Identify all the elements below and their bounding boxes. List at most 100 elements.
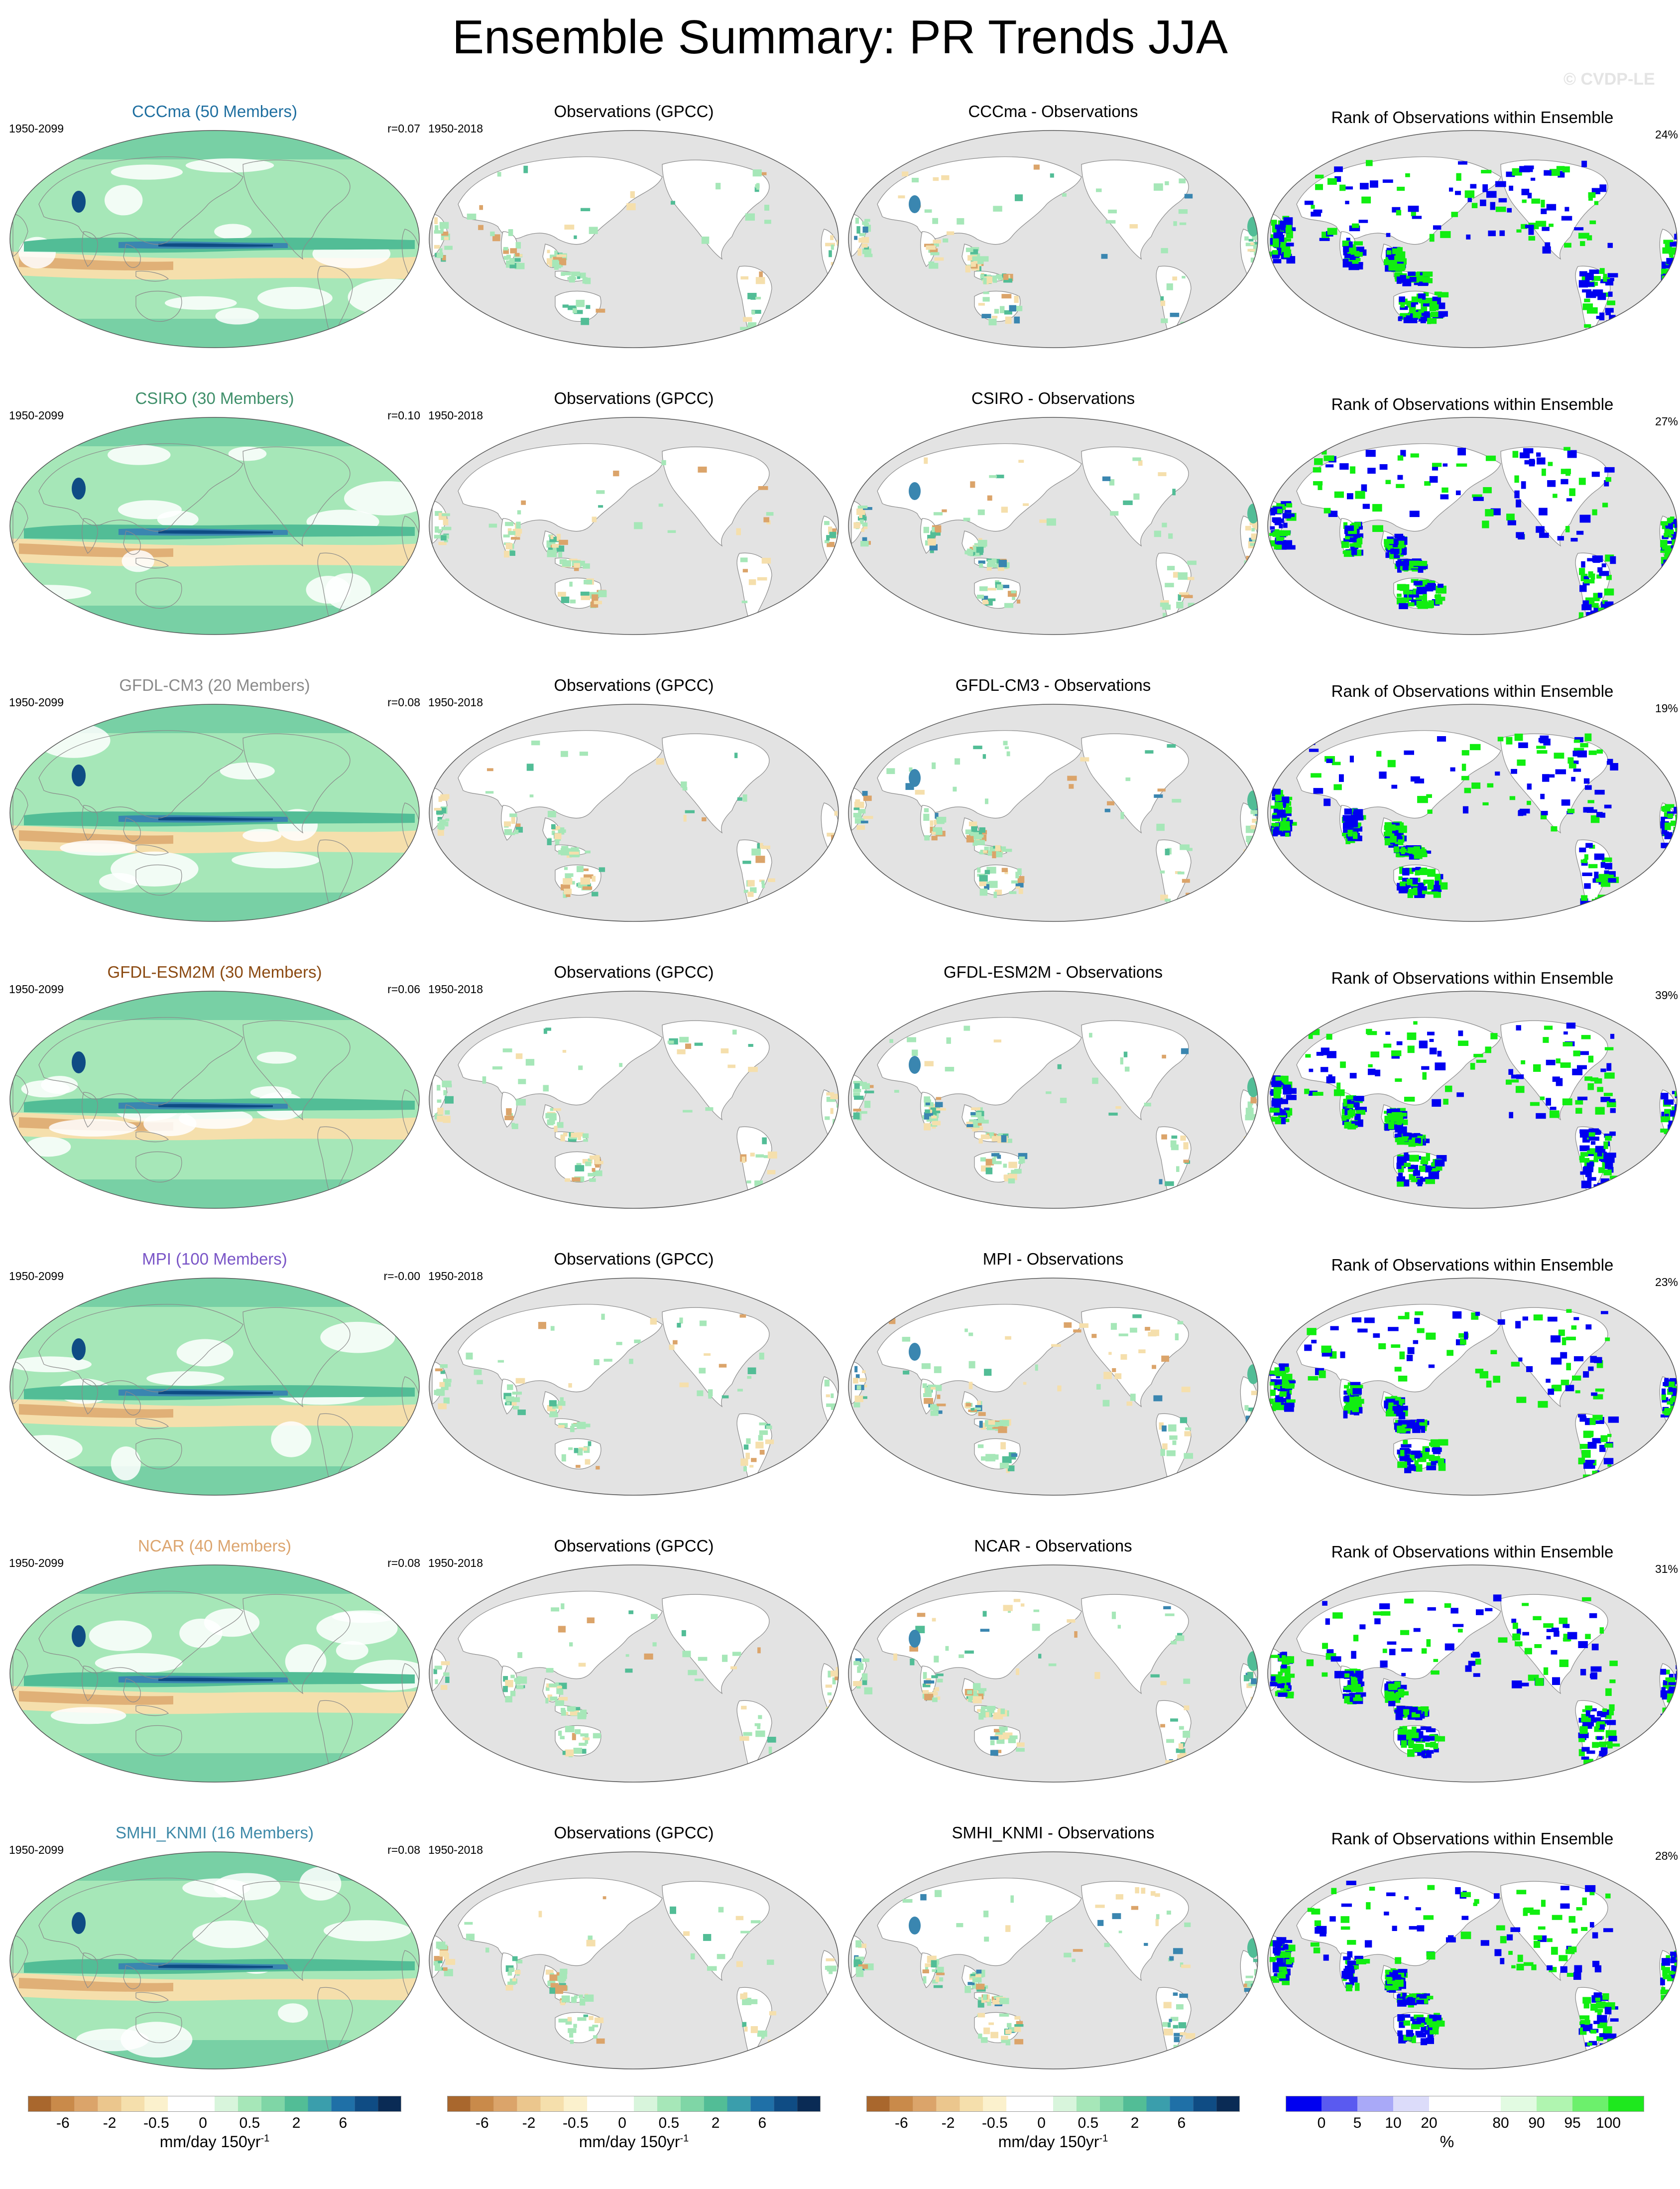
trend-cell <box>1255 1992 1258 1998</box>
rank-cell <box>1664 1432 1673 1437</box>
trend-cell <box>1009 305 1016 312</box>
rank-cell <box>1285 1118 1290 1123</box>
trend-cell <box>988 881 998 888</box>
rank-cell <box>1270 526 1275 530</box>
rank-cell <box>1370 180 1378 188</box>
rank-cell <box>1601 563 1606 567</box>
rank-cell <box>1605 1730 1617 1738</box>
rank-cell <box>1669 247 1677 255</box>
rank-cell <box>1302 458 1309 462</box>
trend-cell <box>1045 1915 1053 1923</box>
rank-cell <box>1599 1189 1608 1197</box>
rank-cell <box>1386 250 1392 255</box>
rank-cell <box>1284 802 1289 810</box>
trend-cell <box>1245 1432 1254 1437</box>
rank-cell <box>1524 165 1534 169</box>
rank-cell <box>1375 1069 1381 1076</box>
equatorial-wet-max <box>158 1677 273 1681</box>
rank-cell <box>1562 1638 1571 1642</box>
model-period: 1950-2099 <box>9 983 64 996</box>
rank-cell <box>1606 1063 1612 1071</box>
rank-cell <box>1391 258 1397 262</box>
trend-cell <box>503 249 509 254</box>
trend-cell <box>935 812 939 819</box>
trend-cell <box>972 1696 982 1703</box>
trend-cell <box>545 1697 549 1704</box>
rank-cell <box>1424 481 1431 486</box>
trend-cell <box>1067 775 1077 781</box>
rank-cell <box>1583 1371 1589 1378</box>
trend-cell <box>1187 577 1195 580</box>
trend-cell <box>1256 1689 1258 1695</box>
trend-cell <box>505 1696 512 1703</box>
trend-cell <box>992 564 997 568</box>
rank-cell <box>1286 503 1293 508</box>
trend-cell <box>956 1923 963 1928</box>
rank-cell <box>1609 1473 1617 1478</box>
rank-cell <box>1348 241 1353 248</box>
rank-cell <box>1668 1689 1675 1694</box>
rank-cell <box>1562 1622 1567 1628</box>
trend-cell <box>925 1101 930 1106</box>
trend-cell <box>1069 784 1074 789</box>
rank-cell <box>1411 1422 1416 1426</box>
rank-cell <box>1387 1641 1397 1645</box>
trend-cell <box>859 512 865 518</box>
rank-cell <box>1386 1116 1392 1121</box>
trend-cell <box>826 1403 836 1407</box>
trend-cell <box>826 1097 836 1102</box>
trend-cell <box>1254 1432 1258 1439</box>
trend-cell <box>568 2028 577 2033</box>
trend-cell <box>1257 1420 1258 1425</box>
rank-cell <box>1305 736 1313 741</box>
trend-cell <box>1180 1417 1188 1423</box>
rank-cell <box>1528 227 1534 235</box>
dry-band <box>10 1686 419 1714</box>
rank-cell <box>1581 1034 1591 1039</box>
rank-cell <box>1394 846 1399 853</box>
rank-cell <box>1452 1624 1464 1627</box>
trend-cell <box>835 572 839 579</box>
rank-cell <box>1416 1710 1422 1714</box>
trend-cell <box>978 256 989 262</box>
trend-cell <box>909 767 913 772</box>
trend-cell <box>561 1454 566 1462</box>
obs-map <box>428 703 840 922</box>
trend-cell <box>993 206 1002 212</box>
trend-cell <box>467 213 477 220</box>
trend-cell <box>984 1936 989 1942</box>
rank-cell <box>1675 1406 1677 1413</box>
trend-cell <box>979 1688 987 1691</box>
rank-cell <box>1461 750 1469 756</box>
trend-cell <box>564 225 575 230</box>
trend-cell <box>436 252 443 258</box>
rank-cell <box>1583 1166 1594 1170</box>
trend-cell <box>688 1670 697 1675</box>
rank-cell <box>1274 520 1282 525</box>
trend-cell <box>972 1683 981 1691</box>
rank-cell <box>1488 230 1496 237</box>
trend-cell <box>971 825 977 832</box>
trend-cell <box>512 1956 518 1961</box>
trend-cell <box>529 794 534 797</box>
trend-cell <box>1073 1329 1081 1333</box>
trend-cell <box>554 250 558 258</box>
trend-cell <box>835 1989 839 1993</box>
trend-cell <box>570 1425 575 1432</box>
trend-cell <box>853 1081 863 1084</box>
trend-cell <box>1256 566 1258 570</box>
trend-cell <box>585 883 591 887</box>
rank-cell <box>1323 798 1331 806</box>
trend-cell <box>466 1933 475 1940</box>
rank-cell <box>1349 254 1359 258</box>
trend-cell <box>854 1095 864 1100</box>
rank-cell <box>1270 805 1279 809</box>
rank-cell <box>1674 1104 1677 1111</box>
dry-core <box>19 1978 173 1992</box>
trend-cell <box>1001 507 1008 513</box>
rank-cell <box>1676 255 1677 259</box>
rank-cell <box>1506 171 1515 177</box>
rank-cell <box>1589 334 1597 341</box>
trend-cell <box>967 550 973 556</box>
trend-cell <box>995 845 1001 851</box>
